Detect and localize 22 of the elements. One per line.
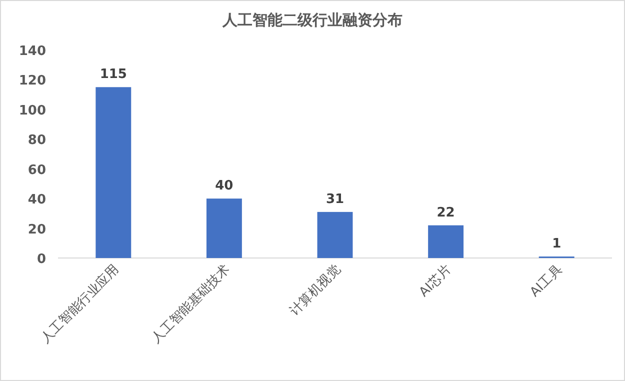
y-tick-label: 100	[18, 103, 46, 118]
data-label: 115	[100, 67, 127, 82]
data-label: 22	[436, 205, 455, 220]
bar	[206, 198, 242, 258]
bar	[428, 225, 464, 258]
y-tick-label: 40	[28, 192, 46, 208]
data-label: 40	[215, 178, 234, 194]
data-label: 31	[326, 192, 344, 207]
x-tick-label: AI芯片	[416, 262, 455, 300]
x-tick-label: AI工具	[527, 262, 566, 300]
y-tick-label: 60	[28, 162, 46, 178]
y-tick-label: 140	[18, 44, 46, 59]
y-tick-label: 80	[28, 133, 46, 148]
y-tick-label: 20	[28, 222, 46, 238]
bar	[96, 87, 132, 258]
data-label: 1	[552, 236, 562, 252]
x-tick-label: 计算机视觉	[287, 262, 344, 319]
x-tick-label: 人工智能基础技术	[148, 262, 234, 346]
bar	[317, 212, 353, 258]
y-tick-label: 0	[36, 252, 46, 267]
chart-title: 人工智能二级行业融资分布	[222, 11, 402, 29]
y-tick-label: 120	[18, 74, 46, 89]
